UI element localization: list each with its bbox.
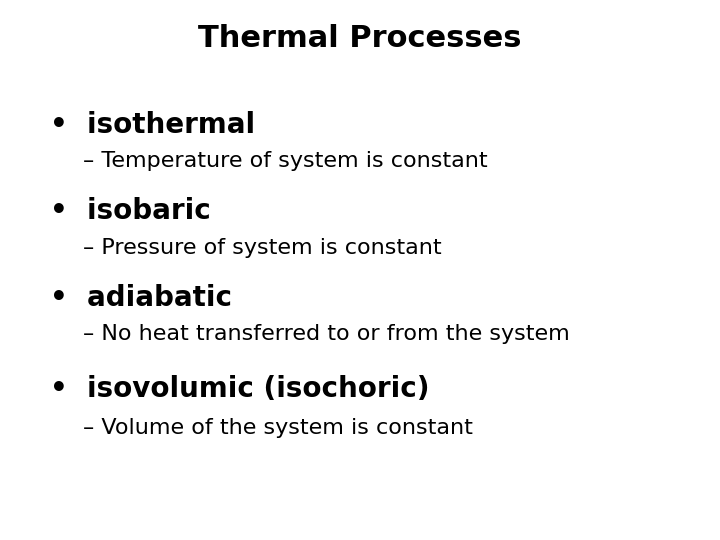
Text: – Volume of the system is constant: – Volume of the system is constant xyxy=(83,418,472,438)
Text: – Pressure of system is constant: – Pressure of system is constant xyxy=(83,238,441,258)
Text: •  isobaric: • isobaric xyxy=(50,197,211,225)
Text: •  isovolumic (isochoric): • isovolumic (isochoric) xyxy=(50,375,430,403)
Text: •  adiabatic: • adiabatic xyxy=(50,284,233,312)
Text: – No heat transferred to or from the system: – No heat transferred to or from the sys… xyxy=(83,324,570,344)
Text: – Temperature of system is constant: – Temperature of system is constant xyxy=(83,151,487,171)
Text: Thermal Processes: Thermal Processes xyxy=(198,24,522,53)
Text: •  isothermal: • isothermal xyxy=(50,111,256,139)
